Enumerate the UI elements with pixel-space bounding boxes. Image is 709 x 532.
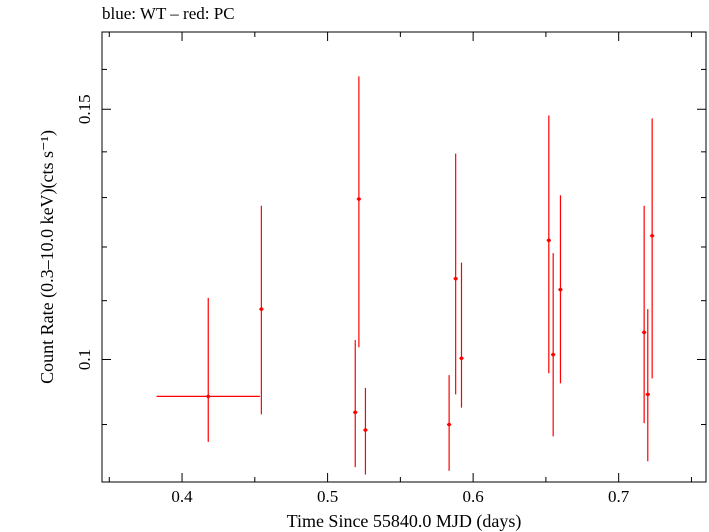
y-tick-label: 0.15: [75, 94, 94, 124]
data-point: [447, 422, 451, 427]
data-point: [650, 233, 654, 238]
data-point: [357, 197, 361, 201]
data-point: [558, 287, 563, 292]
data-point: [551, 352, 555, 357]
axis-ticks: [102, 31, 706, 482]
data-point: [353, 410, 358, 415]
x-axis-label: Time Since 55840.0 MJD (days): [287, 511, 522, 532]
plot-frame: [101, 31, 707, 483]
data-point: [453, 276, 458, 281]
data-point: [645, 392, 650, 397]
x-tick-label: 0.5: [317, 487, 338, 506]
data-point: [642, 330, 646, 335]
x-tick-label: 0.7: [608, 487, 630, 506]
y-tick-label: 0.1: [75, 349, 94, 370]
data-point: [547, 238, 551, 243]
data-marks: [156, 76, 655, 475]
x-tick-label: 0.4: [171, 487, 193, 506]
data-point: [206, 394, 211, 399]
axis-tick-labels: 0.4 0.5 0.6 0.7 0.1 0.15: [75, 94, 630, 506]
y-axis-label: Count Rate (0.3–10.0 keV)(cts s⁻¹): [37, 130, 58, 384]
data-point: [259, 307, 264, 311]
chart-title: blue: WT – red: PC: [102, 4, 235, 23]
x-tick-label: 0.6: [463, 487, 484, 506]
data-point: [363, 428, 368, 432]
data-point: [459, 356, 464, 361]
